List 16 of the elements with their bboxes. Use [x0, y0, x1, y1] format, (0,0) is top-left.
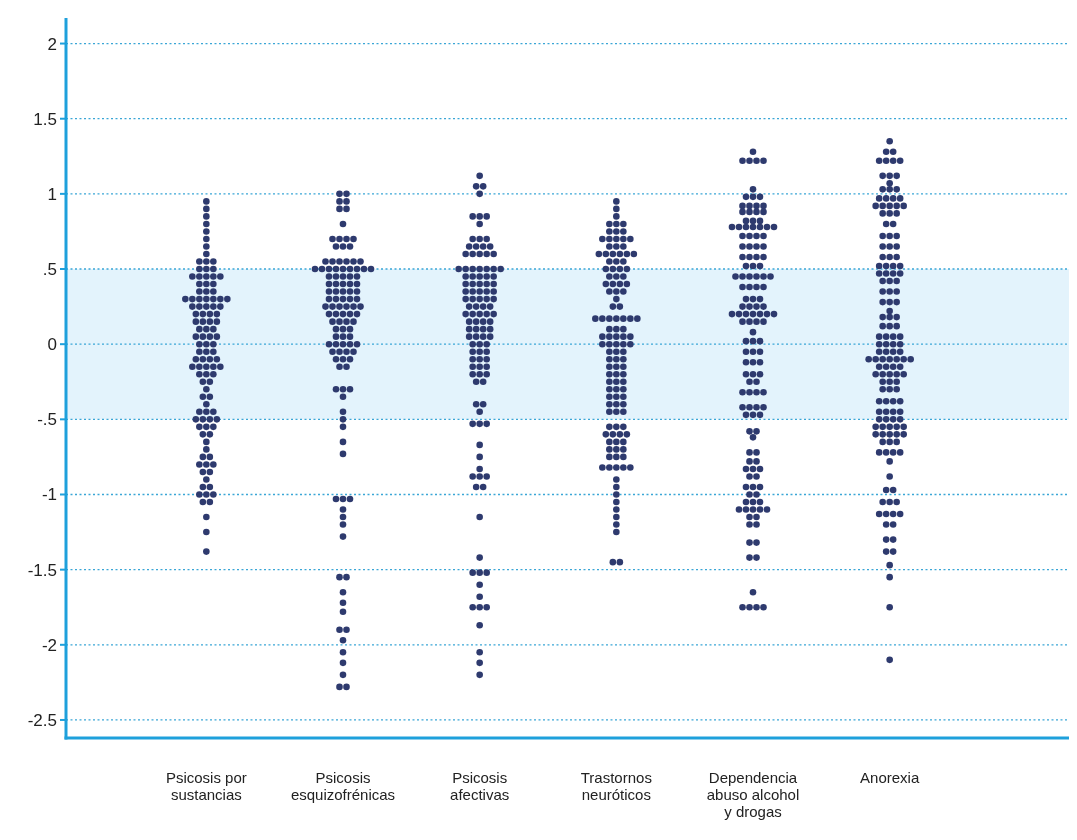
x-tick-label: Psicosis por sustancias — [165, 769, 247, 803]
y-tick-label: -.5 — [37, 410, 57, 430]
y-tick-label: -1.5 — [27, 560, 57, 580]
x-tick-label: Anorexia — [860, 769, 920, 786]
y-tick-label: 0 — [47, 335, 57, 355]
x-tick-label: Trastornos neuróticos — [580, 769, 652, 803]
y-tick-label: 1.5 — [33, 109, 57, 129]
y-tick-label: -1 — [41, 485, 57, 505]
y-tick-label: -2 — [41, 635, 57, 655]
y-tick-label: 2 — [47, 34, 57, 54]
y-tick-label: 1 — [47, 184, 57, 204]
x-tick-label: Dependencia abuso alcohol y drogas — [706, 769, 800, 820]
y-tick-label: .5 — [42, 259, 57, 279]
y-tick-label: -2.5 — [27, 710, 57, 730]
x-tick-label: Psicosis afectivas — [450, 769, 510, 803]
x-tick-label: Psicosis esquizofrénicas — [290, 769, 396, 803]
